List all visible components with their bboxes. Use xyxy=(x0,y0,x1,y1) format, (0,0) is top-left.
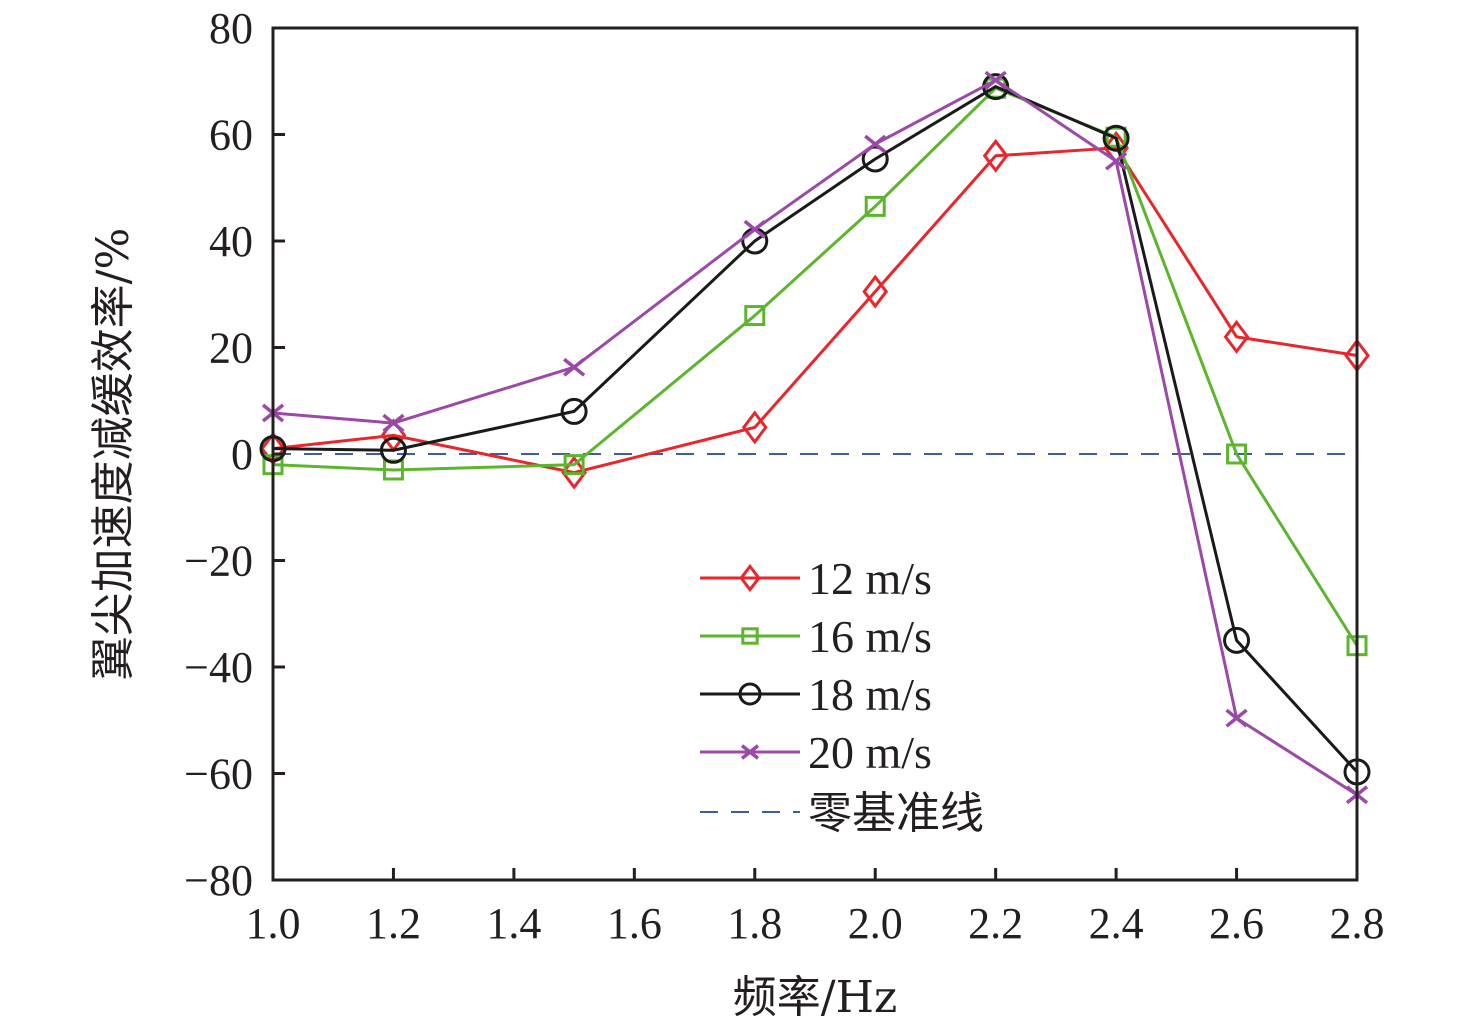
legend: 12 m/s 16 m/s 18 m/s 20 m/s 零基准线 xyxy=(700,553,984,839)
legend-label: 零基准线 xyxy=(808,788,984,839)
data-point-square xyxy=(864,195,886,217)
data-point-cross xyxy=(864,134,887,154)
data-point-square xyxy=(1105,126,1127,148)
data-point-diamond xyxy=(982,138,1009,173)
x-tick-label: 1.4 xyxy=(486,899,541,948)
y-tick-label: −60 xyxy=(184,750,253,799)
series-line xyxy=(272,86,1359,647)
y-tick-label: 40 xyxy=(209,217,253,266)
y-tick-label: 0 xyxy=(231,430,253,479)
x-tick-label: 1.2 xyxy=(366,899,421,948)
data-point-cross xyxy=(563,357,586,377)
x-tick-label: 1.0 xyxy=(246,899,301,948)
x-tick-labels: 1.0 1.2 1.4 1.6 1.8 2.0 2.2 2.4 2.6 2.8 xyxy=(246,899,1385,948)
x-tick-label: 2.8 xyxy=(1330,899,1385,948)
data-point-circle xyxy=(560,397,588,425)
legend-item: 12 m/s xyxy=(700,553,932,604)
series-20-m-s xyxy=(261,70,1369,805)
legend-label: 16 m/s xyxy=(808,611,932,662)
y-axis-title: 翼尖加速度减缓效率/% xyxy=(88,228,139,681)
y-tick-label: −80 xyxy=(184,856,253,905)
data-point-diamond xyxy=(862,274,889,309)
legend-label: 12 m/s xyxy=(808,553,932,604)
data-point-cross xyxy=(740,744,760,760)
axis-ticks xyxy=(273,133,1239,880)
legend-label: 20 m/s xyxy=(808,727,932,778)
x-tick-label: 2.6 xyxy=(1209,899,1264,948)
x-axis-title: 频率/Hz xyxy=(733,972,897,1023)
y-tick-label: 80 xyxy=(209,4,253,53)
y-tick-label: 20 xyxy=(209,324,253,373)
data-point-diamond xyxy=(1223,319,1250,354)
y-tick-label: 60 xyxy=(209,111,253,160)
x-tick-label: 2.4 xyxy=(1089,899,1144,948)
x-tick-label: 1.6 xyxy=(607,899,662,948)
data-point-cross xyxy=(984,70,1007,90)
data-point-circle xyxy=(1102,124,1130,152)
data-point-diamond xyxy=(741,410,768,445)
series-line xyxy=(272,146,1358,475)
data-point-circle xyxy=(738,682,762,706)
data-point-cross xyxy=(382,413,405,433)
data-point-square xyxy=(1226,443,1248,465)
data-point-cross xyxy=(743,219,766,239)
legend-item: 18 m/s xyxy=(700,669,932,720)
data-point-circle xyxy=(379,436,407,464)
data-point-square xyxy=(744,305,766,327)
data-point-diamond xyxy=(739,563,761,593)
legend-item: 20 m/s xyxy=(700,727,932,778)
x-tick-label: 1.8 xyxy=(727,899,782,948)
x-tick-label: 2.0 xyxy=(848,899,903,948)
data-point-diamond xyxy=(561,455,587,490)
data-point-circle xyxy=(861,145,889,173)
series-line xyxy=(272,85,1359,773)
legend-label: 18 m/s xyxy=(808,669,932,720)
legend-item-reference: 零基准线 xyxy=(700,788,984,839)
y-tick-label: −20 xyxy=(184,537,253,586)
data-point-circle xyxy=(1223,626,1251,654)
data-point-cross xyxy=(1105,151,1128,171)
x-tick-label: 2.2 xyxy=(968,899,1023,948)
y-tick-label: −40 xyxy=(184,643,253,692)
legend-item: 16 m/s xyxy=(700,611,932,662)
data-point-square xyxy=(563,454,585,476)
y-tick-labels: 80 60 40 20 0 −20 −40 −60 −80 xyxy=(184,4,253,905)
data-point-cross xyxy=(1225,708,1248,728)
data-point-square xyxy=(741,627,759,645)
